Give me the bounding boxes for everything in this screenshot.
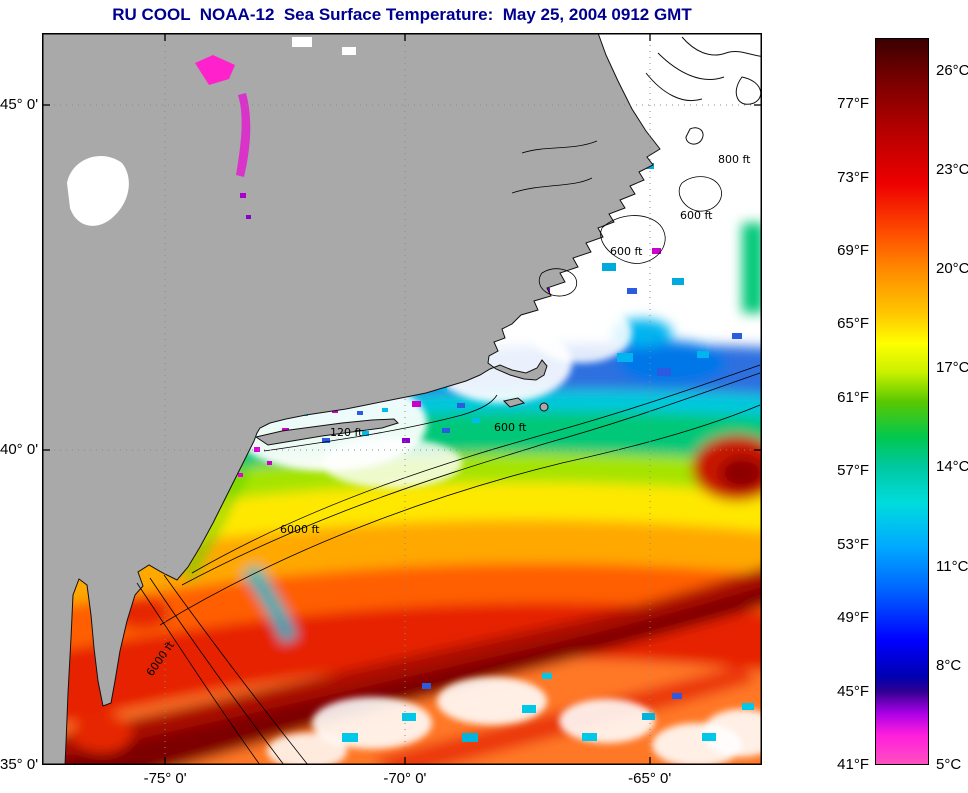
colorbar-fahrenheit-label: 69°F [837, 242, 869, 259]
colorbar-fahrenheit-labels: 77°F 73°F 69°F 65°F 61°F 57°F 53°F 49°F 45°F 41°F [790, 0, 869, 793]
colorbar-fahrenheit-label: 41°F [837, 756, 869, 773]
magenta-streak [236, 93, 251, 177]
contour-label: 600 ft [680, 209, 713, 222]
x-tick-label: -70° 0' [383, 770, 427, 787]
long-island [254, 418, 399, 446]
depth-contours [136, 140, 761, 765]
colorbar-fahrenheit-label: 61°F [837, 389, 869, 406]
x-tick-label: -75° 0' [143, 770, 187, 787]
colorbar-celsius-label: 5°C [936, 756, 962, 773]
colorbar-fahrenheit-label: 57°F [837, 462, 869, 479]
graticule [42, 33, 762, 765]
magenta-cloud-patch [195, 55, 235, 85]
x-tick-label: -65° 0' [628, 770, 672, 787]
northeast-coast-outline [645, 36, 762, 145]
figure-title: RU COOL NOAA-12 Sea Surface Temperature:… [112, 5, 692, 24]
y-tick-label: 45° 0' [0, 95, 39, 113]
marthas-vineyard [502, 397, 526, 408]
y-tick-label: 40° 0' [0, 441, 39, 459]
y-tick-label: 35° 0' [0, 756, 39, 773]
colorbar-celsius-label: 20°C [936, 259, 968, 277]
colorbar-celsius-label: 11°C [936, 558, 968, 576]
colorbar-fahrenheit-label: 45°F [837, 683, 869, 700]
colorbar-celsius-label: 26°C [936, 62, 968, 79]
colorbar-celsius-label: 23°C [936, 161, 968, 179]
plot-border [42, 33, 762, 765]
map-plot: 120 ft 600 ft 6000 ft 6000 ft 600 ft 600… [42, 33, 762, 765]
contour-label: 120 ft [330, 426, 363, 439]
land-mass [42, 33, 661, 765]
colorbar-celsius-labels: 26°C 23°C 20°C 17°C 14°C 11°C 8°C 5°C [936, 0, 968, 793]
colorbar-fahrenheit-label: 77°F [837, 95, 869, 112]
colorbar-fahrenheit-label: 65°F [837, 315, 869, 332]
sst-map-image: 120 ft 600 ft 6000 ft 6000 ft 600 ft 600… [42, 33, 762, 765]
contour-label: 800 ft [718, 153, 751, 166]
colorbar-fahrenheit-label: 53°F [837, 536, 869, 553]
nantucket [539, 402, 549, 412]
colorbar-celsius-label: 14°C [936, 457, 968, 475]
colorbar-celsius-label: 17°C [936, 358, 968, 376]
colorbar-fahrenheit-label: 49°F [837, 609, 869, 626]
contour-label: 600 ft [610, 245, 643, 258]
land-overlays [67, 37, 356, 226]
colorbar [875, 38, 929, 765]
colorbar-fahrenheit-label: 73°F [837, 169, 869, 187]
mainland [42, 33, 661, 765]
contour-label: 6000 ft [280, 523, 320, 536]
contour-label: 600 ft [494, 421, 527, 434]
colorbar-celsius-label: 8°C [936, 656, 962, 674]
